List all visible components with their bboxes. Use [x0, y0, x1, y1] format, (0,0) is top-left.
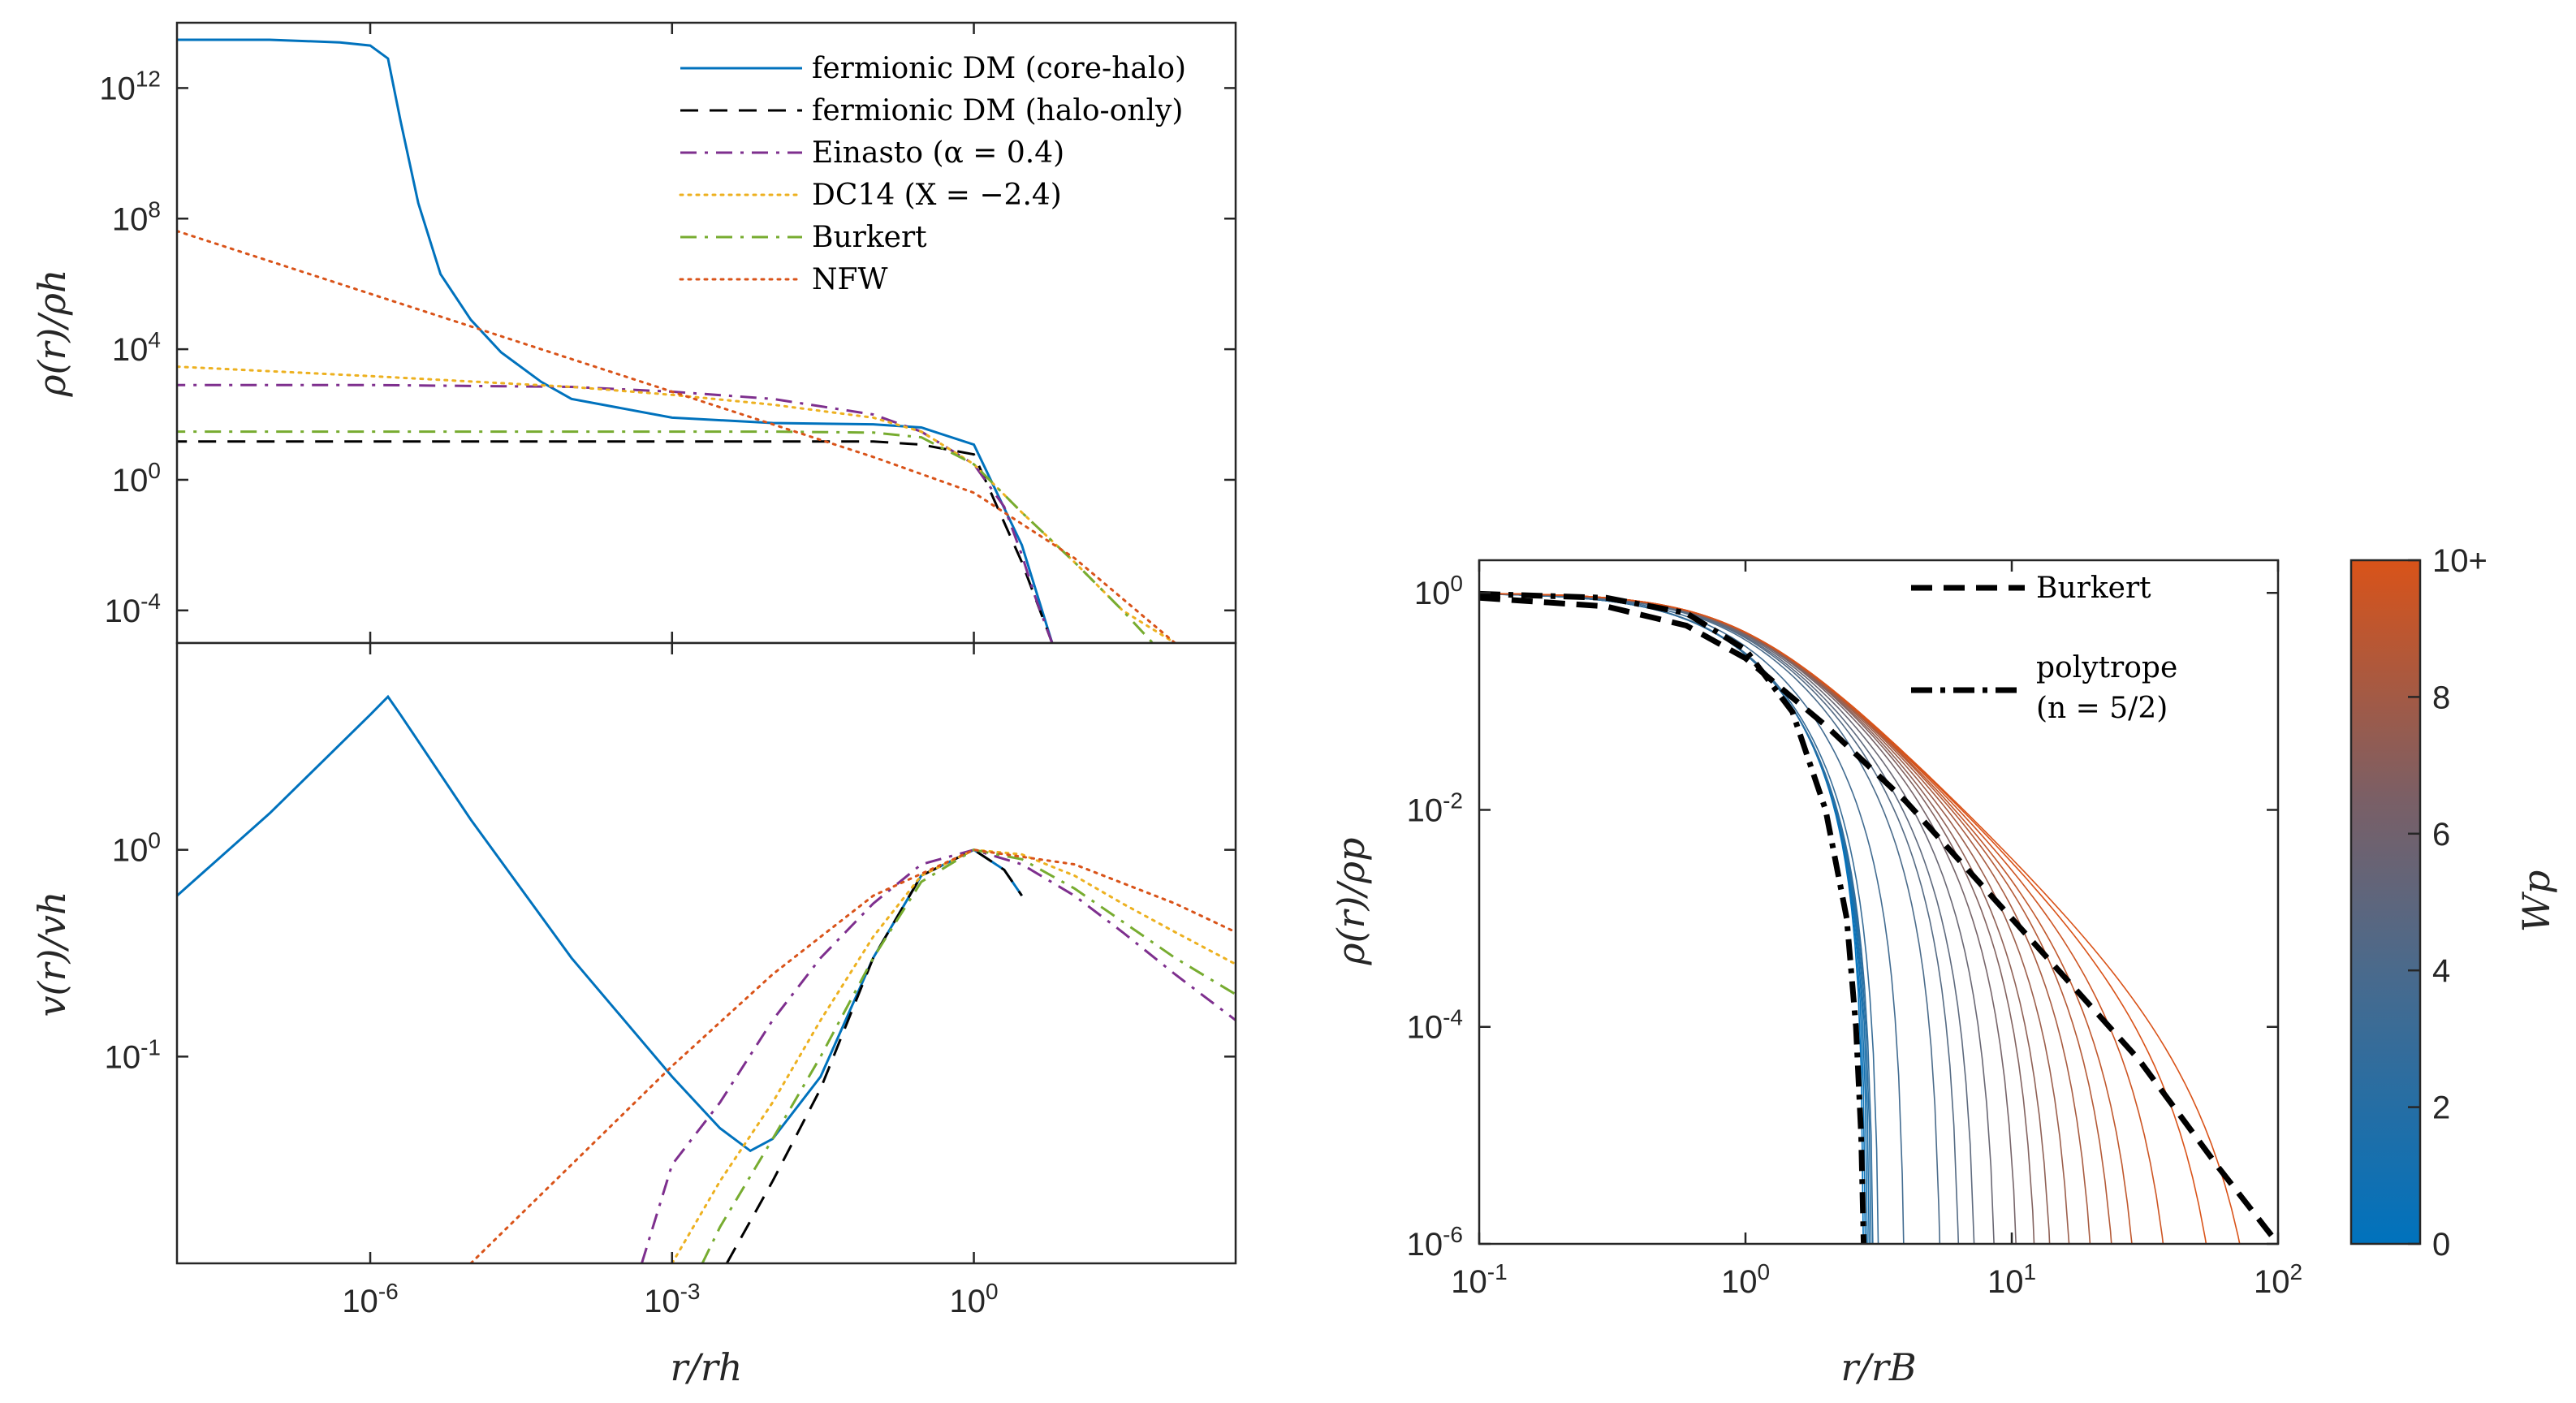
series-line-dc14: [177, 365, 1176, 643]
legend-label-burkert: Burkert: [812, 221, 927, 254]
colorbar-tick-label: 6: [2432, 817, 2450, 853]
series-line-nfw: [469, 848, 1236, 1263]
series-line-nfw: [177, 230, 1176, 643]
y-tick-label: 100: [112, 828, 161, 869]
velocity-axes-box: [175, 641, 1237, 1265]
velocity-y-label: v(r)/vh: [30, 891, 74, 1017]
polytrope-y-label: ρ(r)/ρp: [1329, 838, 1373, 966]
series-line-einasto: [641, 848, 1236, 1263]
legend-label-fermionic-core-halo: fermionic DM (core-halo): [812, 52, 1186, 85]
series-line-polytrope: [1479, 590, 1867, 1244]
velocity-x-label: r/rh: [670, 1345, 742, 1389]
velocity-series-group: [177, 694, 1236, 1263]
x-tick-label: 100: [1721, 1259, 1770, 1300]
series-line-einasto: [177, 383, 1054, 643]
series-line-burkert: [1479, 594, 2278, 1244]
x-tick-label: 10-1: [1451, 1259, 1507, 1300]
density-panel: 1012 108 104 100 10-4 ρ(r)/ρh fermionic DM (…: [30, 21, 1237, 645]
legend-label-burkert: Burkert: [2036, 572, 2151, 605]
colorbar-tick-label: 0: [2432, 1227, 2450, 1263]
y-tick-label: 108: [112, 196, 161, 237]
y-tick-label: 100: [1414, 571, 1463, 611]
velocity-plot-area: [177, 643, 1236, 1263]
series-line-fermionic-halo-only: [177, 440, 1054, 643]
polytrope-axes-box: [1478, 559, 2280, 1245]
x-tick-label: 101: [1987, 1259, 2036, 1300]
polytrope-x-label: r/rB: [1840, 1345, 1916, 1389]
legend-label-polytrope: polytrope: [2036, 651, 2177, 684]
colorbar-tick-label: 10+: [2432, 543, 2488, 579]
y-tick-label: 100: [112, 458, 161, 499]
colorbar-ticks: 0 2 4 6 8 10+: [2408, 543, 2488, 1263]
y-tick-label: 10-4: [1407, 1005, 1463, 1046]
polytrope-y-ticks: 100 10-2 10-4 10-6: [1407, 571, 2278, 1263]
series-line-fermionic-core-halo: [177, 38, 1054, 643]
polytrope-plot-area: [1479, 560, 2278, 1244]
density-series-group: [177, 38, 1176, 643]
colorbar-tick-label: 4: [2432, 953, 2450, 989]
colorbar-label: Wp: [2514, 870, 2558, 933]
legend-label-dc14: DC14 (X = −2.4): [812, 179, 1062, 212]
polytrope-legend: Burkert polytrope (n = 5/2): [1911, 572, 2177, 725]
legend-label-einasto: Einasto (α = 0.4): [812, 136, 1064, 170]
x-tick-label: 102: [2254, 1259, 2302, 1300]
y-tick-label: 10-2: [1407, 788, 1463, 828]
y-tick-label: 10-6: [1407, 1222, 1463, 1263]
density-legend: fermionic DM (core-halo) fermionic DM (ha…: [649, 49, 1218, 317]
x-tick-label: 100: [950, 1279, 999, 1319]
legend-background: [649, 49, 1218, 317]
y-tick-label: 10-4: [105, 589, 161, 629]
density-y-ticks: 1012 108 104 100 10-4: [99, 23, 1236, 643]
velocity-panel: 100 10-1 10-6 10-3 100 v(r)/vh r/rh: [30, 641, 1237, 1389]
y-tick-label: 104: [112, 327, 161, 368]
polytrope-x-ticks: 10-1 100 101 102: [1451, 560, 2302, 1300]
legend-label-fermionic-halo-only: fermionic DM (halo-only): [812, 94, 1183, 127]
velocity-x-ticks: 10-6 10-3 100: [342, 643, 999, 1319]
polytrope-series-group: [1479, 590, 2278, 1244]
density-y-label: ρ(r)/ρh: [30, 269, 74, 397]
legend-label-polytrope-n: (n = 5/2): [2036, 692, 2168, 725]
series-line-fermionic-halo-only: [725, 848, 1023, 1263]
x-tick-label: 10-3: [644, 1279, 700, 1319]
velocity-y-ticks: 100 10-1: [105, 828, 1236, 1075]
colorbar: 0 2 4 6 8 10+ Wp: [2349, 543, 2558, 1263]
legend-label-nfw: NFW: [812, 263, 887, 296]
y-tick-label: 1012: [99, 66, 161, 106]
y-tick-label: 10-1: [105, 1034, 161, 1075]
polytrope-panel: 100 10-2 10-4 10-6 10-1 100 101 102 ρ(r)/ρp r/…: [1329, 559, 2302, 1389]
colorbar-tick-label: 2: [2432, 1090, 2450, 1126]
series-line-burkert: [701, 848, 1236, 1263]
colorbar-gradient: [2349, 559, 2422, 1245]
colorbar-tick-label: 8: [2432, 680, 2450, 715]
x-tick-label: 10-6: [342, 1279, 398, 1319]
